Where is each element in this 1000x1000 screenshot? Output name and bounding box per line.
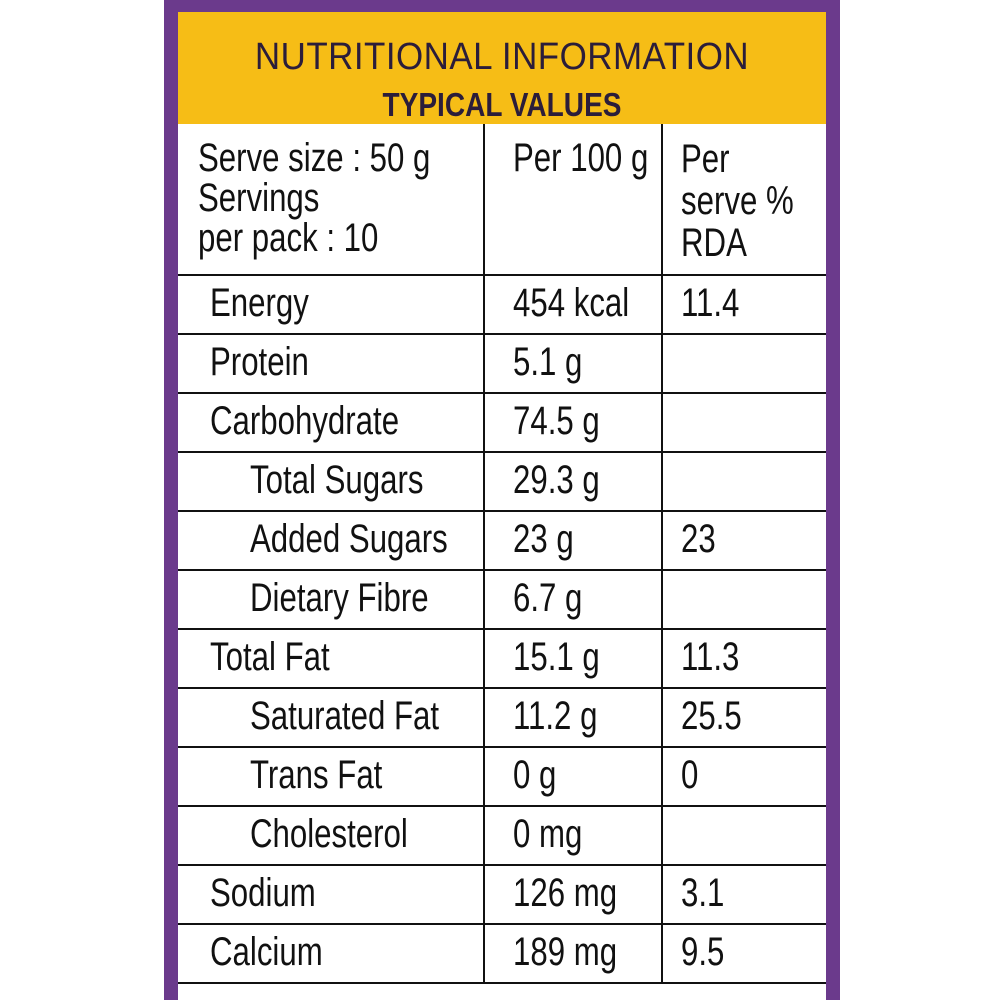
- table-row: Sodium 126 mg 3.1: [178, 864, 826, 925]
- table-row: Trans Fat 0 g 0: [178, 746, 826, 807]
- rda-cell: 3.1: [661, 864, 826, 925]
- table-row: Total Sugars 29.3 g: [178, 451, 826, 512]
- per-100g-header: Per 100 g: [483, 124, 663, 276]
- rda-cell: 0: [661, 746, 826, 807]
- per-100g-cell: 0 g: [483, 746, 663, 807]
- serve-info-cell: Serve size : 50 g Servings per pack : 10: [178, 124, 485, 276]
- nutrient-name: Saturated Fat: [250, 694, 440, 738]
- rda-header: Per serve % RDA: [661, 124, 826, 276]
- rda-cell: 23: [661, 510, 826, 571]
- per-100g-cell: 126 mg: [483, 864, 663, 925]
- servings-line: Servings: [198, 176, 320, 220]
- per-100g-cell: 23 g: [483, 510, 663, 571]
- rda-header-line-3: RDA: [681, 221, 747, 265]
- nutrient-name: Added Sugars: [250, 517, 448, 561]
- nutrient-name-cell: Cholesterol: [178, 805, 485, 866]
- per-100g-cell: 0 mg: [483, 805, 663, 866]
- rda-cell: [661, 805, 826, 866]
- per-100g-value: 6.7 g: [513, 576, 583, 620]
- per-100g-value: 11.2 g: [513, 694, 598, 738]
- nutrient-name-cell: Protein: [178, 333, 485, 394]
- nutrient-name-cell: Total Sugars: [178, 451, 485, 512]
- per-100g-cell: 29.3 g: [483, 451, 663, 512]
- per-100g-value: 29.3 g: [513, 458, 600, 502]
- per-100g-cell: 454 kcal: [483, 274, 663, 335]
- per-100g-value: 23 g: [513, 517, 574, 561]
- table-row: Protein 5.1 g: [178, 333, 826, 394]
- per-100g-cell: 74.5 g: [483, 392, 663, 453]
- nutrient-name: Protein: [210, 340, 309, 384]
- nutrient-name: Calcium: [210, 930, 323, 974]
- rda-cell: 11.3: [661, 628, 826, 689]
- nutrient-name-cell: Saturated Fat: [178, 687, 485, 748]
- per-100g-value: 126 mg: [513, 871, 618, 915]
- table-row: Energy 454 kcal 11.4: [178, 274, 826, 335]
- rda-cell: [661, 569, 826, 630]
- table-row: Added Sugars 23 g 23: [178, 510, 826, 571]
- nutrient-name-cell: Dietary Fibre: [178, 569, 485, 630]
- rda-value: 25.5: [681, 694, 742, 738]
- rda-cell: 11.4: [661, 274, 826, 335]
- rda-value: 3.1: [681, 871, 725, 915]
- nutrition-table-wrap: Serve size : 50 g Servings per pack : 10…: [178, 124, 826, 1000]
- nutrient-name-cell: Energy: [178, 274, 485, 335]
- rda-cell: [661, 333, 826, 394]
- rda-header-line-2: serve %: [681, 179, 794, 223]
- table-row: Dietary Fibre 6.7 g: [178, 569, 826, 630]
- table-row: Cholesterol 0 mg: [178, 805, 826, 866]
- nutrient-name-cell: Added Sugars: [178, 510, 485, 571]
- rda-cell: 9.5: [661, 923, 826, 984]
- nutrient-name: Total Sugars: [250, 458, 424, 502]
- serve-size-line: Serve size : 50 g: [198, 136, 431, 180]
- nutrient-name-cell: Sodium: [178, 864, 485, 925]
- table-row: Calcium 189 mg 9.5: [178, 923, 826, 984]
- rda-value: 9.5: [681, 930, 725, 974]
- per-100g-value: 189 mg: [513, 930, 618, 974]
- per-100g-cell: 189 mg: [483, 923, 663, 984]
- table-row: Total Fat 15.1 g 11.3: [178, 628, 826, 689]
- table-row: Saturated Fat 11.2 g 25.5: [178, 687, 826, 748]
- nutrient-name-cell: Calcium: [178, 923, 485, 984]
- rda-cell: [661, 392, 826, 453]
- rda-cell: 25.5: [661, 687, 826, 748]
- header-title: NUTRITIONAL INFORMATION: [254, 36, 750, 78]
- table-header-row: Serve size : 50 g Servings per pack : 10…: [178, 124, 826, 276]
- header-subtitle: TYPICAL VALUES: [382, 86, 622, 123]
- per-100g-cell: 15.1 g: [483, 628, 663, 689]
- nutrient-name: Carbohydrate: [210, 399, 400, 443]
- nutrition-table: Serve size : 50 g Servings per pack : 10…: [178, 124, 826, 984]
- table-row: Carbohydrate 74.5 g: [178, 392, 826, 453]
- nutrient-name-cell: Total Fat: [178, 628, 485, 689]
- rda-value: 23: [681, 517, 716, 561]
- per-100g-label: Per 100 g: [513, 136, 649, 180]
- nutrient-name: Energy: [210, 281, 309, 325]
- label-header: NUTRITIONAL INFORMATION TYPICAL VALUES: [178, 12, 826, 124]
- rda-header-line-1: Per: [681, 137, 730, 181]
- nutrient-name: Dietary Fibre: [250, 576, 429, 620]
- nutrient-name-cell: Carbohydrate: [178, 392, 485, 453]
- nutrient-name: Sodium: [210, 871, 316, 915]
- rda-value: 0: [681, 753, 699, 797]
- nutrient-name-cell: Trans Fat: [178, 746, 485, 807]
- per-100g-value: 15.1 g: [513, 635, 600, 679]
- nutrient-name: Total Fat: [210, 635, 330, 679]
- nutrient-name: Cholesterol: [250, 812, 408, 856]
- per-100g-value: 454 kcal: [513, 281, 630, 325]
- nutrient-name: Trans Fat: [250, 753, 383, 797]
- per-100g-value: 5.1 g: [513, 340, 583, 384]
- rda-value: 11.3: [681, 635, 740, 679]
- rda-value: 11.4: [681, 281, 740, 325]
- per-100g-value: 74.5 g: [513, 399, 600, 443]
- per-100g-value: 0 mg: [513, 812, 583, 856]
- per-100g-cell: 6.7 g: [483, 569, 663, 630]
- per-100g-cell: 11.2 g: [483, 687, 663, 748]
- per-100g-value: 0 g: [513, 753, 557, 797]
- per-100g-cell: 5.1 g: [483, 333, 663, 394]
- per-pack-line: per pack : 10: [198, 216, 379, 260]
- rda-cell: [661, 451, 826, 512]
